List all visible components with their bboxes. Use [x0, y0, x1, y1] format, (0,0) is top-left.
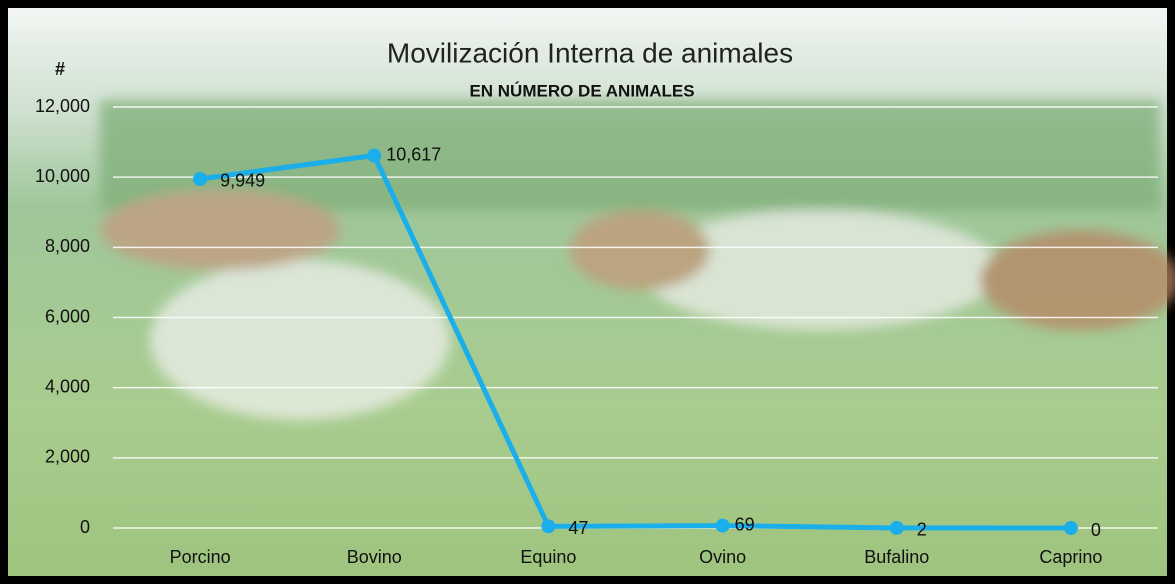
y-tick-label: 8,000 [45, 236, 90, 256]
data-label: 10,617 [386, 144, 441, 164]
chart-subtitle: EN NÚMERO DE ANIMALES [469, 81, 694, 100]
marker [890, 521, 904, 535]
y-tick-label: 0 [80, 517, 90, 537]
y-tick-label: 2,000 [45, 447, 90, 467]
data-label: 2 [917, 520, 927, 540]
y-tick-label: 12,000 [35, 96, 90, 116]
chart-title: Movilización Interna de animales [387, 37, 793, 68]
x-tick-label: Ovino [699, 547, 746, 567]
data-label: 69 [735, 514, 755, 534]
data-label: 9,949 [220, 171, 265, 191]
data-label: 47 [568, 518, 588, 538]
x-tick-label: Bovino [347, 547, 402, 567]
y-axis-label: # [55, 59, 65, 79]
marker [367, 149, 381, 163]
data-label: 0 [1091, 520, 1101, 540]
marker [541, 519, 555, 533]
marker [193, 172, 207, 186]
x-tick-label: Porcino [170, 547, 231, 567]
y-tick-label: 4,000 [45, 376, 90, 396]
marker [716, 519, 730, 533]
x-tick-label: Caprino [1039, 547, 1102, 567]
marker [1064, 521, 1078, 535]
y-tick-label: 6,000 [45, 306, 90, 326]
y-tick-label: 10,000 [35, 166, 90, 186]
x-tick-label: Equino [520, 547, 576, 567]
x-tick-label: Bufalino [864, 547, 929, 567]
chart: Movilización Interna de animales EN NÚME… [0, 0, 1175, 584]
